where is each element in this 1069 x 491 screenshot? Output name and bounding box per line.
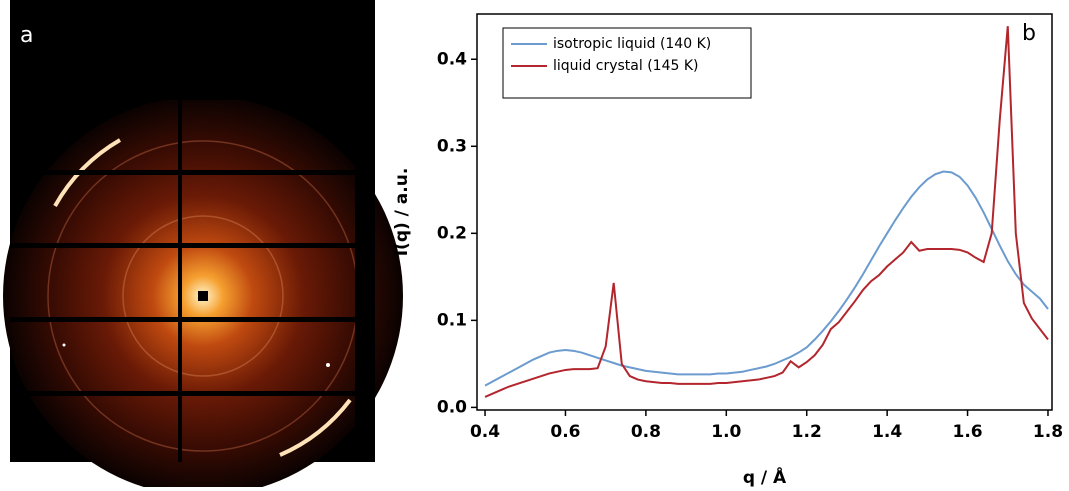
legend-label: isotropic liquid (140 K) [553, 36, 711, 52]
y-axis-label: I(q) / a.u. [392, 168, 412, 257]
panel-label: b [1022, 21, 1036, 46]
y-tick-label: 0.4 [437, 49, 467, 69]
x-tick-label: 1.4 [872, 422, 902, 442]
x-tick-label: 1.0 [711, 422, 741, 442]
detector-image: a [3, 0, 403, 491]
y-tick-label: 0.0 [437, 397, 467, 417]
x-tick-label: 1.2 [792, 422, 822, 442]
line-chart: 0.4 0.6 0.8 1.0 1.2 1.4 1.6 1.8 0.0 0.1 0.2 0.3 0.4 q… [392, 13, 1063, 488]
legend-label: liquid crystal (145 K) [553, 58, 698, 74]
x-tick-label: 0.8 [631, 422, 661, 442]
y-tick-label: 0.1 [437, 310, 467, 330]
series-line [484, 26, 1049, 398]
x-tick-label: 1.8 [1033, 422, 1063, 442]
plot-frame [476, 13, 1053, 411]
x-tick-label: 0.4 [470, 422, 500, 442]
y-tick-label: 0.2 [437, 223, 467, 243]
x-axis-label: q / Å [743, 465, 787, 487]
panel-label: a [20, 23, 33, 48]
y-tick-label: 0.3 [437, 136, 467, 156]
x-tick-label: 1.6 [952, 422, 982, 442]
series-line [484, 170, 1049, 387]
legend-box [502, 27, 752, 99]
x-tick-label: 0.6 [550, 422, 580, 442]
